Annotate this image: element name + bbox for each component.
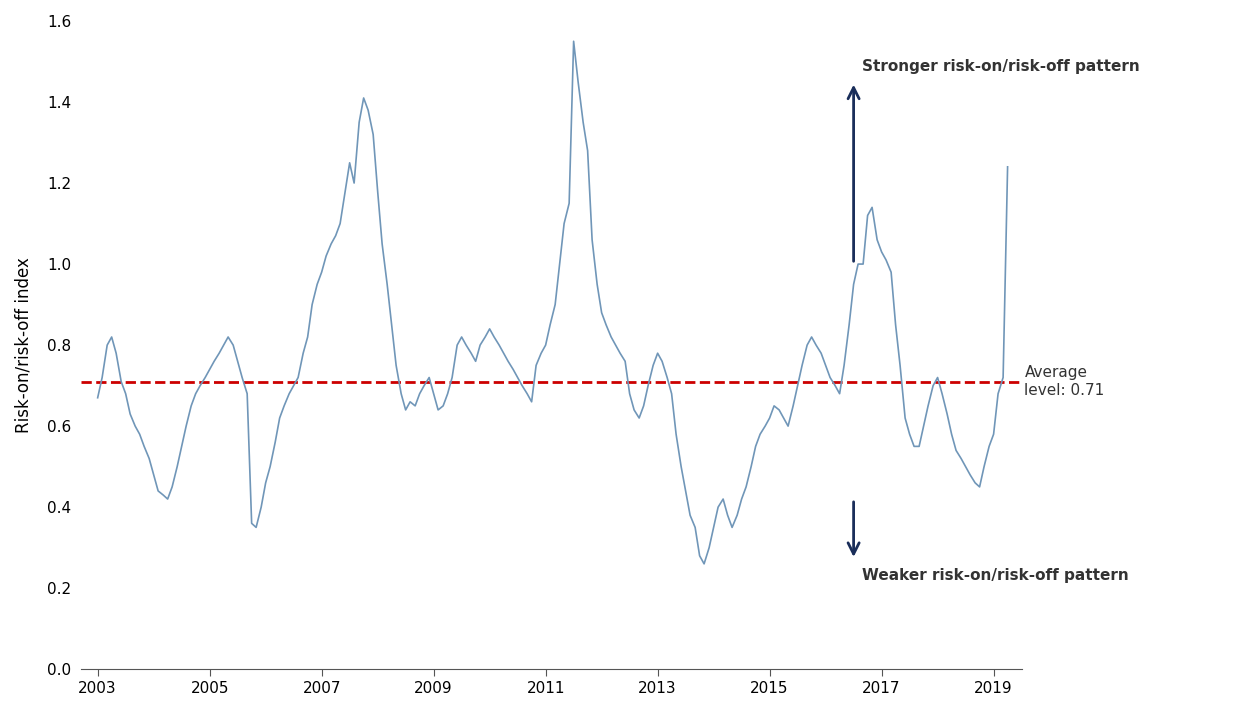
Text: Weaker risk-on/risk-off pattern: Weaker risk-on/risk-off pattern [862,568,1129,583]
Text: Stronger risk-on/risk-off pattern: Stronger risk-on/risk-off pattern [862,59,1140,74]
Y-axis label: Risk-on/risk-off index: Risk-on/risk-off index [15,257,32,433]
Text: Average
level: 0.71: Average level: 0.71 [1025,365,1105,397]
